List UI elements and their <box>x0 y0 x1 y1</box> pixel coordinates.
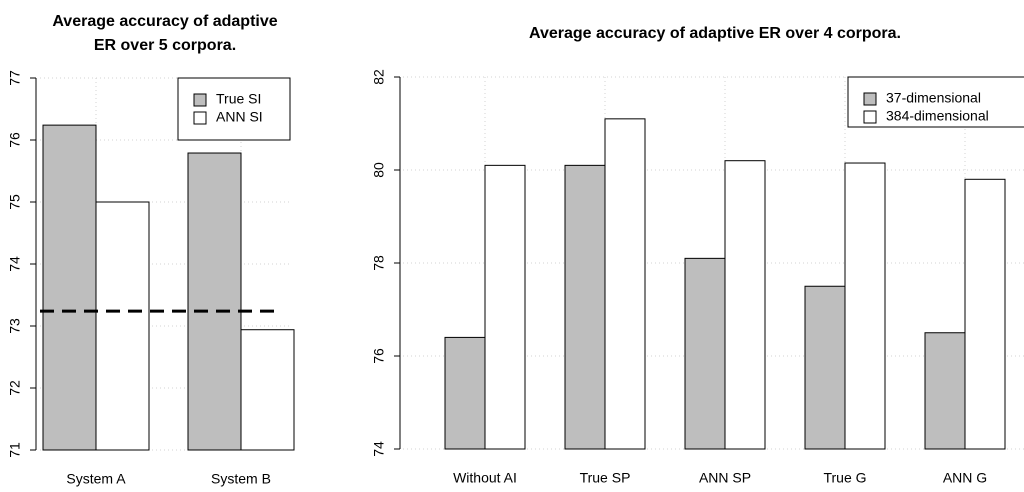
y-tick-label: 76 <box>371 348 387 364</box>
bar <box>444 336 486 450</box>
bar <box>240 329 295 451</box>
x-tick-label: True G <box>823 470 866 486</box>
bar <box>42 124 97 451</box>
legend-swatch <box>863 92 877 106</box>
x-tick-label: ANN SP <box>699 470 751 486</box>
legend-swatch <box>193 93 207 107</box>
legend-swatch <box>193 111 207 125</box>
y-tick-label: 72 <box>7 380 23 396</box>
y-tick-label: 82 <box>371 69 387 85</box>
bar <box>187 152 242 451</box>
y-tick-label: 74 <box>371 441 387 457</box>
y-tick-label: 76 <box>7 132 23 148</box>
bar <box>724 160 766 450</box>
legend-label: True SI <box>216 91 261 107</box>
x-tick-label: System A <box>66 471 126 487</box>
chart-title: Average accuracy of adaptive <box>52 13 277 30</box>
chart-title: Average accuracy of adaptive ER over 4 c… <box>529 25 901 42</box>
bar <box>964 178 1006 450</box>
x-tick-label: Without AI <box>453 470 517 486</box>
y-tick-label: 75 <box>7 194 23 210</box>
y-tick-label: 73 <box>7 318 23 334</box>
chart-title: ER over 5 corpora. <box>94 37 236 54</box>
bar <box>924 332 966 450</box>
legend-swatch <box>863 110 877 124</box>
legend-label: 384-dimensional <box>886 108 989 124</box>
y-tick-label: 74 <box>7 256 23 272</box>
bar <box>684 257 726 450</box>
legend-label: ANN SI <box>216 109 263 125</box>
bar <box>844 162 886 450</box>
legend-box <box>847 76 1024 128</box>
bar <box>604 118 646 450</box>
legend-box <box>177 77 291 141</box>
bar <box>484 164 526 450</box>
y-tick-label: 80 <box>371 162 387 178</box>
y-tick-label: 77 <box>7 70 23 86</box>
bar <box>804 285 846 450</box>
x-tick-label: ANN G <box>943 470 987 486</box>
y-tick-label: 71 <box>7 442 23 458</box>
bar <box>564 164 606 450</box>
legend-label: 37-dimensional <box>886 90 981 106</box>
x-tick-label: True SP <box>580 470 631 486</box>
y-tick-label: 78 <box>371 255 387 271</box>
x-tick-label: System B <box>211 471 271 487</box>
bar <box>95 201 150 451</box>
